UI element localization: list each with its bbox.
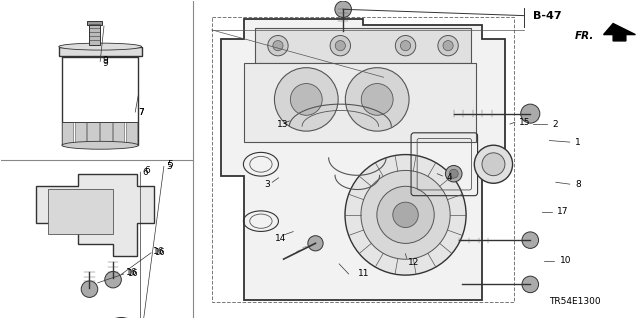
Bar: [89, 23, 100, 45]
Bar: [62, 122, 74, 144]
Text: 4: 4: [446, 173, 452, 182]
Circle shape: [268, 35, 288, 56]
Circle shape: [275, 68, 338, 131]
Circle shape: [449, 169, 458, 178]
Bar: [62, 57, 138, 145]
Circle shape: [396, 35, 416, 56]
Text: 15: 15: [519, 118, 531, 127]
Text: 3: 3: [264, 180, 269, 189]
Circle shape: [102, 317, 140, 319]
Text: 6: 6: [145, 166, 150, 175]
Circle shape: [308, 236, 323, 251]
Bar: [100, 122, 111, 144]
Circle shape: [482, 153, 505, 176]
Text: 7: 7: [138, 108, 144, 116]
Circle shape: [335, 1, 351, 18]
Polygon shape: [604, 24, 636, 41]
Circle shape: [361, 170, 450, 259]
Text: 16: 16: [153, 247, 164, 256]
Text: 16: 16: [126, 268, 138, 277]
Polygon shape: [36, 174, 154, 256]
Circle shape: [335, 41, 346, 51]
Bar: [113, 122, 124, 144]
Circle shape: [522, 232, 539, 249]
Ellipse shape: [62, 141, 138, 149]
Text: 13: 13: [276, 120, 288, 129]
Circle shape: [345, 155, 466, 275]
Circle shape: [361, 84, 393, 115]
Bar: [244, 63, 476, 142]
Text: 16: 16: [127, 270, 138, 278]
Text: 6: 6: [143, 168, 148, 177]
Circle shape: [273, 41, 283, 51]
Text: 1: 1: [575, 137, 580, 147]
Text: 9: 9: [102, 59, 108, 68]
Text: 16: 16: [154, 248, 164, 257]
Polygon shape: [221, 19, 505, 300]
Text: 10: 10: [559, 256, 571, 265]
Text: 17: 17: [557, 207, 568, 216]
Circle shape: [522, 276, 539, 293]
Ellipse shape: [59, 43, 141, 50]
Bar: [48, 189, 113, 234]
Circle shape: [438, 35, 458, 56]
Text: 7: 7: [138, 108, 144, 116]
Text: B-47: B-47: [534, 11, 562, 21]
Bar: [212, 17, 515, 302]
Polygon shape: [255, 28, 471, 63]
Bar: [88, 122, 99, 144]
Circle shape: [393, 202, 419, 227]
Circle shape: [445, 166, 462, 182]
Text: 8: 8: [575, 180, 580, 189]
Text: 11: 11: [358, 270, 370, 278]
Circle shape: [330, 35, 351, 56]
Bar: [59, 47, 141, 56]
Text: 2: 2: [552, 120, 558, 129]
Circle shape: [443, 41, 453, 51]
Circle shape: [291, 84, 322, 115]
Text: TR54E1300: TR54E1300: [549, 297, 601, 306]
Bar: [125, 122, 137, 144]
Bar: [75, 122, 86, 144]
Circle shape: [474, 145, 513, 183]
Text: 5: 5: [167, 160, 173, 169]
Circle shape: [81, 281, 98, 297]
Circle shape: [105, 271, 122, 288]
Text: FR.: FR.: [575, 31, 594, 41]
Bar: [87, 21, 102, 25]
Circle shape: [401, 41, 411, 51]
Text: 5: 5: [166, 162, 172, 171]
Circle shape: [377, 186, 434, 243]
Circle shape: [521, 104, 540, 123]
Text: 9: 9: [102, 56, 108, 65]
Circle shape: [346, 68, 409, 131]
Text: 12: 12: [408, 258, 419, 267]
Text: 14: 14: [275, 234, 287, 243]
